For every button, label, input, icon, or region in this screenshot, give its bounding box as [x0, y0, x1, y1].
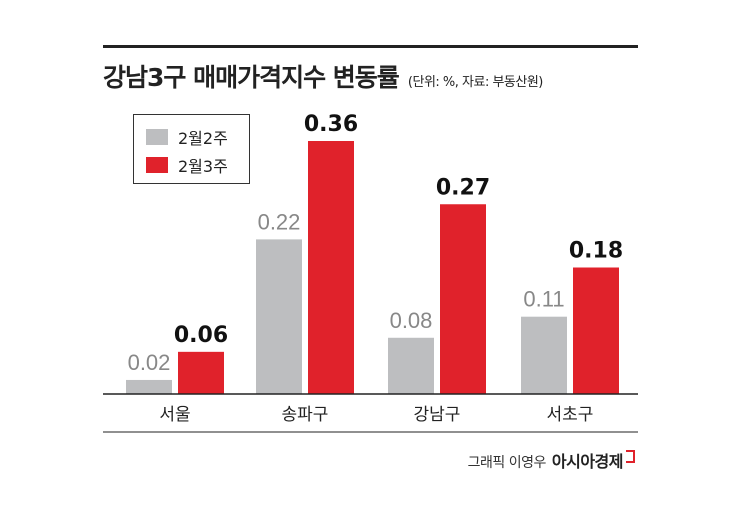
- data-label-series-2-2: 0.36: [304, 112, 358, 137]
- x-tick-label-3: 강남구: [414, 405, 461, 425]
- bar-series-2-4: [573, 267, 619, 394]
- data-label-series-1-3: 0.08: [390, 308, 433, 333]
- brand-logo: 아시아경제: [551, 452, 624, 471]
- legend-item-series-1: 2월2주: [146, 125, 228, 149]
- legend-label-series-1: 2월2주: [178, 129, 228, 148]
- legend: 2월2주 2월3주: [133, 114, 250, 184]
- title-row: 강남3구 매매가격지수 변동률 (단위: %, 자료: 부동산원): [103, 58, 543, 94]
- legend-label-series-2: 2월3주: [178, 157, 228, 176]
- data-label-series-2-1: 0.06: [174, 323, 228, 348]
- chart-subtitle: (단위: %, 자료: 부동산원): [407, 75, 543, 90]
- x-tick-label-2: 송파구: [282, 405, 329, 425]
- legend-item-series-2: 2월3주: [146, 153, 228, 177]
- data-label-series-1-1: 0.02: [128, 350, 171, 375]
- bar-series-1-3: [388, 337, 434, 394]
- bar-series-1-1: [126, 379, 172, 394]
- footer: 그래픽 이영우 아시아경제: [468, 448, 635, 472]
- x-tick-label-4: 서초구: [547, 405, 594, 425]
- top-rule: [103, 45, 638, 48]
- legend-swatch-series-1: [146, 129, 168, 145]
- data-label-series-2-3: 0.27: [436, 175, 490, 200]
- bar-series-2-1: [178, 351, 224, 394]
- bar-series-1-2: [256, 239, 302, 394]
- graphic-credit: 그래픽 이영우: [467, 455, 547, 471]
- brand-mark-icon: [626, 450, 635, 463]
- data-label-series-1-2: 0.22: [258, 209, 301, 234]
- bar-series-2-3: [440, 204, 486, 394]
- data-label-series-1-4: 0.11: [523, 287, 564, 312]
- x-tick-label-1: 서울: [159, 405, 190, 425]
- legend-swatch-series-2: [146, 157, 168, 173]
- bar-series-2-2: [308, 141, 354, 394]
- chart-title: 강남3구 매매가격지수 변동률: [103, 63, 400, 92]
- bar-series-1-4: [521, 316, 567, 394]
- data-label-series-2-4: 0.18: [569, 239, 623, 264]
